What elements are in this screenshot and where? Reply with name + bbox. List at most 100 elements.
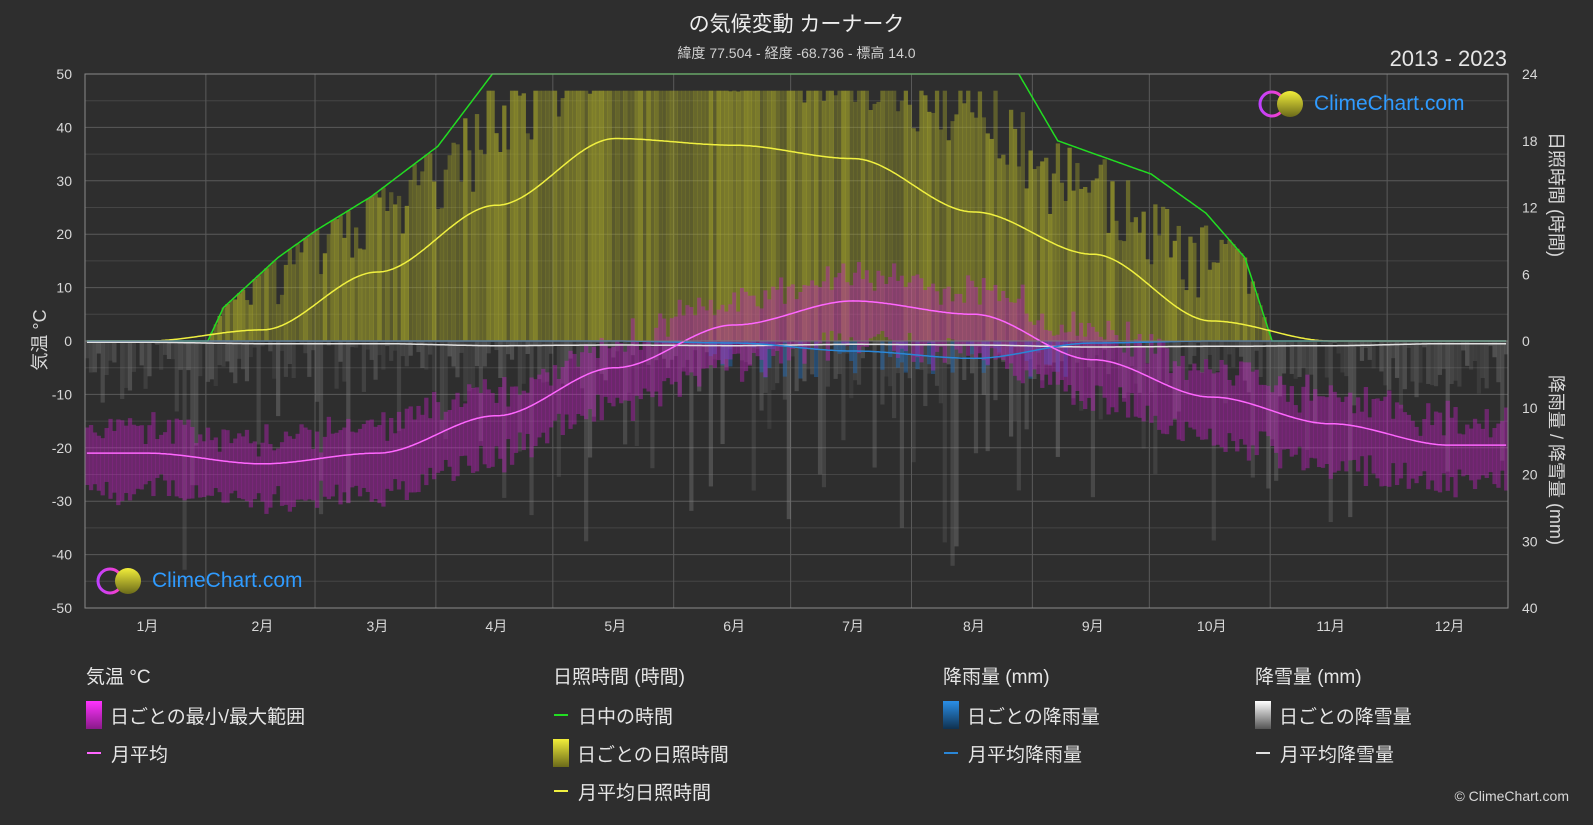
- sunshine-daily-bar: [467, 150, 472, 341]
- temp-range-bar: [529, 377, 534, 458]
- temp-range-bar: [120, 420, 125, 501]
- temp-range-bar: [1114, 335, 1119, 413]
- snow-daily-bar: [104, 341, 109, 375]
- temp-range-bar: [1012, 302, 1018, 376]
- sunshine-daily-bar: [790, 90, 795, 341]
- legend-item-temp-avg: 月平均: [86, 741, 305, 766]
- snow-daily-bar: [1125, 341, 1131, 393]
- temp-range-bar: [810, 280, 815, 341]
- snow-daily-bar: [96, 341, 101, 354]
- temp-range-bar: [537, 374, 542, 438]
- sunshine-daily-bar: [443, 169, 448, 341]
- sunshine-daily-bar: [225, 304, 230, 341]
- logo-bottom[interactable]: ClimeChart.com: [96, 565, 303, 597]
- temp-range-bar: [591, 346, 597, 422]
- snow-daily-bar: [1305, 341, 1310, 450]
- sunshine-daily-bar: [291, 264, 296, 341]
- sunshine-daily-bar: [817, 90, 823, 341]
- rain-daily-bar: [1008, 341, 1014, 354]
- temp-range-bar: [856, 262, 862, 354]
- snow-daily-bar: [186, 341, 191, 371]
- temp-range-bar: [915, 274, 920, 358]
- sunshine-daily-bar: [1086, 192, 1092, 341]
- snow-daily-bar: [1437, 341, 1443, 375]
- temp-range-bar: [630, 318, 636, 421]
- legend-label: 日ごとの日照時間: [577, 744, 729, 766]
- snow-daily-bar: [1285, 341, 1290, 345]
- sunshine-daily-bar: [1047, 213, 1053, 341]
- temp-range-bar: [1484, 409, 1489, 478]
- snow-daily-bar: [829, 341, 834, 346]
- snow-daily-bar: [623, 341, 628, 445]
- sunshine-daily-bar: [548, 90, 554, 341]
- temp-range-bar: [755, 306, 760, 357]
- snow-daily-bar: [1106, 341, 1111, 375]
- sunshine-daily-bar: [969, 112, 975, 342]
- sunshine-daily-bar: [470, 191, 476, 341]
- snow-daily-bar: [279, 341, 285, 351]
- snow-daily-swatch: [1255, 701, 1271, 729]
- temp-range-bar: [1137, 334, 1142, 418]
- legend-item-sunshine-avg: 月平均日照時間: [553, 779, 729, 804]
- snow-daily-bar: [708, 341, 713, 487]
- sunshine-daily-bar: [931, 112, 936, 341]
- temp-range-bar: [860, 278, 866, 347]
- left-tick-label: 10: [56, 280, 72, 296]
- snow-daily-bar: [525, 341, 530, 354]
- snow-daily-bar: [946, 341, 951, 365]
- snow-daily-bar: [369, 341, 374, 360]
- left-tick-label: 40: [56, 119, 72, 135]
- snow-daily-bar: [778, 341, 784, 343]
- temp-range-bar: [658, 313, 663, 407]
- legend-item-snow-avg: 月平均降雪量: [1255, 741, 1412, 766]
- temp-range-bar: [264, 424, 269, 514]
- sunshine-daily-bar: [747, 90, 753, 341]
- temp-range-bar: [221, 429, 226, 503]
- temp-range-bar: [435, 402, 441, 473]
- temp-range-bar: [291, 438, 296, 508]
- sunshine-daily-bar: [1254, 293, 1259, 341]
- legend-item-sunshine-daily: 日ごとの日照時間: [553, 739, 729, 767]
- sunshine-daily-bar: [307, 235, 312, 341]
- sunshine-daily-bar: [509, 90, 515, 341]
- sunshine-daily-bar: [525, 133, 530, 341]
- month-tick-label: 12月: [1435, 618, 1465, 634]
- rain-daily-bar: [895, 341, 901, 368]
- sunshine-daily-bar: [486, 90, 491, 341]
- snow-daily-bar: [767, 341, 772, 429]
- snow-daily-bar: [377, 341, 382, 356]
- snow-daily-bar: [159, 341, 164, 370]
- snow-daily-bar: [747, 341, 752, 365]
- rain-daily-swatch: [943, 701, 959, 729]
- sunshine-daily-bar: [1164, 208, 1170, 341]
- snow-daily-bar: [1188, 341, 1193, 365]
- sunshine-daily-bar: [915, 131, 920, 341]
- temp-range-bar: [85, 427, 90, 485]
- sunshine-daily-bar: [841, 90, 846, 341]
- snow-daily-bar: [513, 341, 519, 346]
- temp-range-bar: [778, 277, 784, 364]
- temp-range-bar: [1001, 291, 1006, 360]
- sunshine-daily-bar: [630, 90, 636, 341]
- snow-daily-bar: [724, 341, 729, 368]
- temp-range-bar: [806, 285, 811, 349]
- sunshine-daily-bar: [287, 249, 293, 341]
- chart-subtitle: 緯度 77.504 - 経度 -68.736 - 標高 14.0: [677, 45, 916, 61]
- temp-avg-line: [86, 300, 1507, 465]
- temp-range-bar: [381, 412, 386, 507]
- sunshine-daily-bar: [1106, 232, 1111, 341]
- temp-range-bar: [1032, 324, 1037, 370]
- right-tick-label-sunshine: 18: [1522, 133, 1538, 149]
- snow-daily-bar: [1387, 341, 1392, 390]
- temp-range-bar: [572, 353, 577, 425]
- sunshine-daily-bar: [568, 90, 573, 341]
- temp-range-bar: [1394, 402, 1400, 486]
- rain-daily-bar: [767, 341, 772, 368]
- sunshine-daily-bar: [295, 243, 300, 341]
- sunshine-daily-bar: [1141, 211, 1146, 341]
- temp-range-bar: [665, 336, 671, 379]
- logo-top[interactable]: ClimeChart.com: [1258, 88, 1465, 120]
- snow-daily-bar: [431, 341, 437, 391]
- sunshine-daily-bar: [646, 90, 651, 341]
